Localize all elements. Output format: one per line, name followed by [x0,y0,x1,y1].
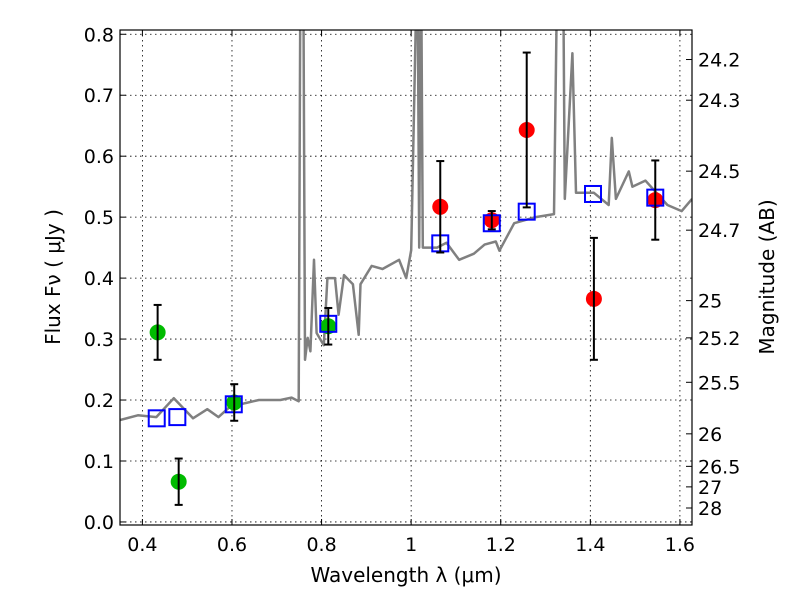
model-square-marker [168,408,187,427]
spectrum-line [120,30,692,422]
plot-frame [119,29,693,526]
spectrum-layer [120,30,692,422]
right-tick-label: 27 [698,477,722,499]
y-tick-label: 0.2 [84,390,114,412]
model-square-marker [147,409,166,428]
y-tick-label: 0.6 [84,146,114,168]
x-tick-label: 1 [405,534,417,556]
x-tick-label: 0.4 [127,534,157,556]
model-square-marker [584,184,603,203]
x-tick-label: 1.4 [575,534,605,556]
right-tick-label: 25.5 [698,372,740,394]
x-tick-label: 1.2 [486,534,516,556]
right-tick-label: 24.3 [698,90,740,112]
data-markers [147,51,665,506]
y-tick-label: 0.4 [84,268,114,290]
x-tick-label: 0.8 [306,534,336,556]
y-tick-label: 0.0 [84,512,114,534]
right-tick-label: 24.2 [698,50,740,72]
y-tick-label: 0.5 [84,207,114,229]
x-tick-label: 1.6 [665,534,695,556]
y-tick-label: 0.1 [84,451,114,473]
right-tick-label: 24.5 [698,161,740,183]
right-tick-label: 24.7 [698,220,740,242]
right-axis-label: Magnitude (AB) [755,199,779,354]
x-axis-label: Wavelength λ (μm) [310,563,501,587]
right-tick-label: 26.5 [698,456,740,478]
right-tick-label: 25.2 [698,328,740,350]
right-tick-label: 25 [698,291,722,313]
right-tick-label: 26 [698,424,722,446]
axis-ticks: 0.4 0.6 0.8 1 1.2 1.4 1.6 0.0 0.1 0.2 0.3 0.4 0.5 0.6… [84,24,741,556]
y-tick-label: 0.8 [84,24,114,46]
x-tick-label: 0.6 [217,534,247,556]
y-tick-label: 0.7 [84,85,114,107]
y-tick-label: 0.3 [84,329,114,351]
right-tick-label: 28 [698,498,722,520]
y-axis-label: Flux Fν ( μJy ) [41,209,65,345]
